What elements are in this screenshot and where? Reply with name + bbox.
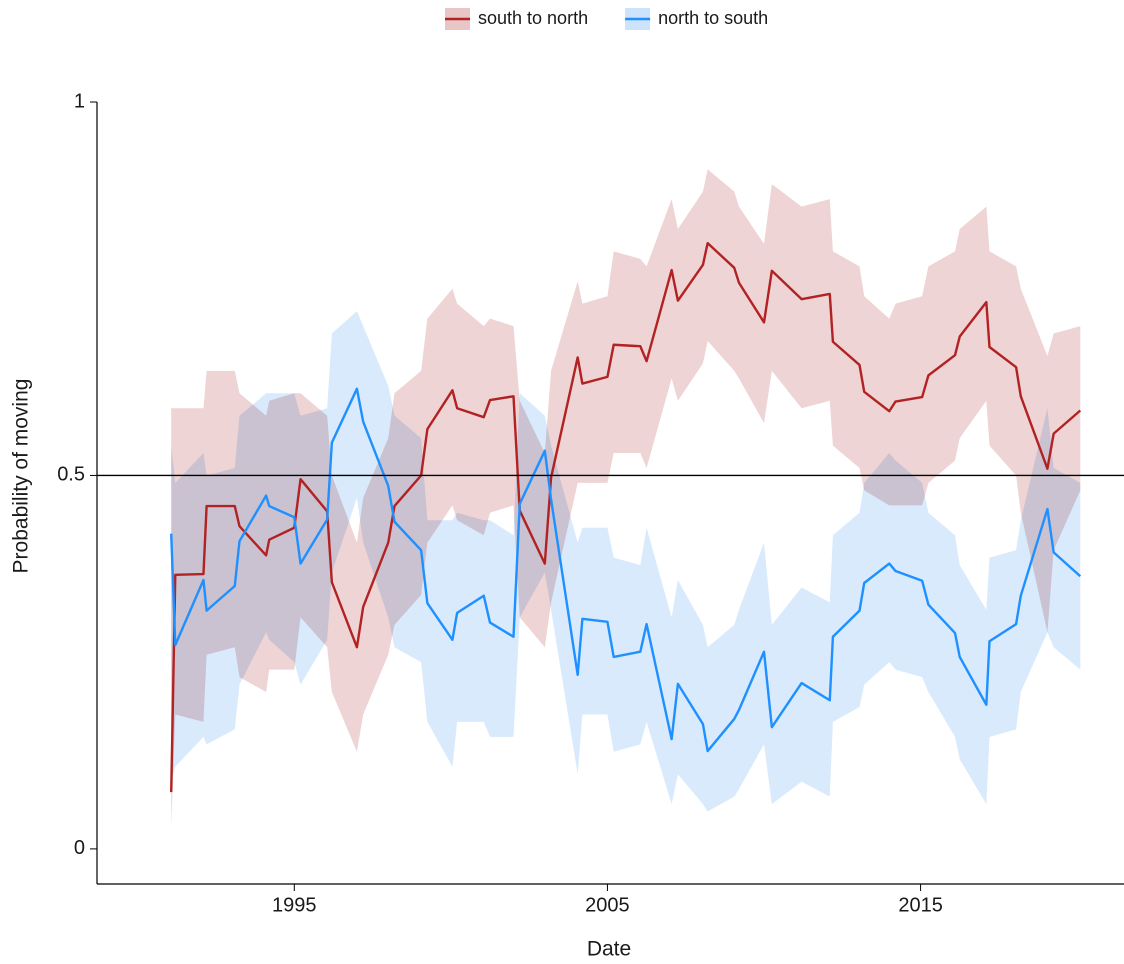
y-axis-title: Probability of moving — [10, 379, 33, 574]
series-line — [170, 241, 1082, 793]
y-tick-label: 1 — [74, 90, 85, 112]
confidence-band — [171, 311, 1081, 812]
x-axis-title: Date — [587, 938, 631, 961]
legend-label: north to south — [658, 8, 768, 28]
x-tick-label: 2015 — [898, 894, 943, 916]
y-tick-label: 0.5 — [57, 464, 85, 486]
legend: south to north north to south — [445, 8, 768, 30]
series-line — [170, 387, 1082, 753]
y-tick-label: 0 — [74, 837, 85, 859]
x-tick-label: 2005 — [585, 894, 630, 916]
x-tick-label: 1995 — [272, 894, 317, 916]
lines — [170, 241, 1082, 793]
confidence-band — [171, 169, 1081, 827]
legend-label: south to north — [478, 8, 588, 28]
ribbons — [171, 169, 1081, 827]
